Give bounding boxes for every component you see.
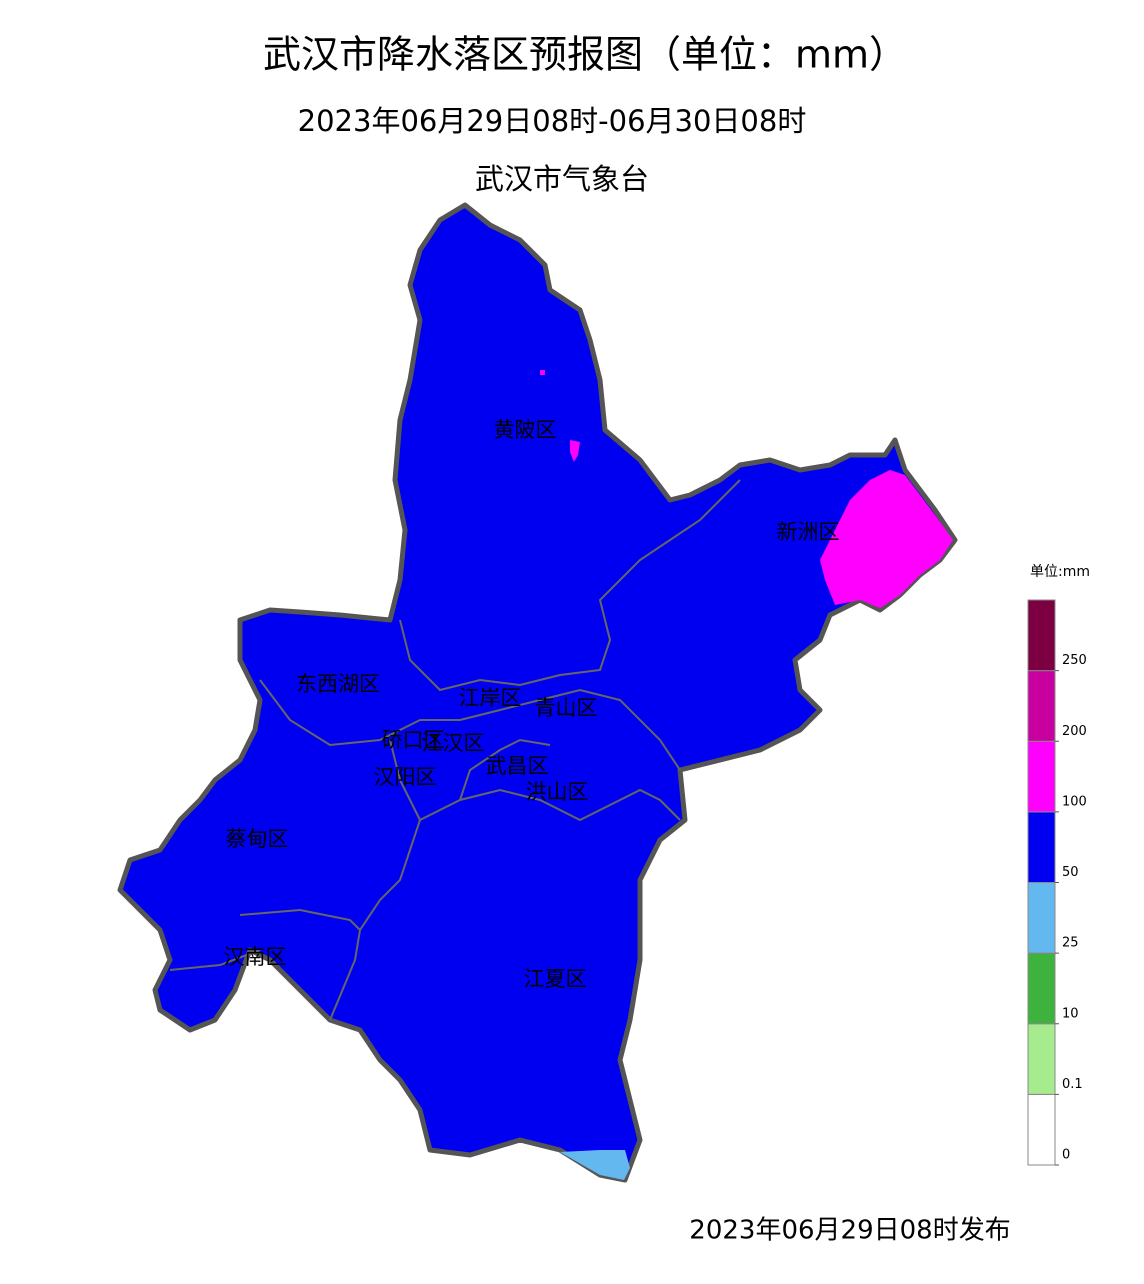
legend-swatch bbox=[1027, 1023, 1056, 1095]
rain-area-heavy bbox=[570, 440, 580, 462]
legend-swatch bbox=[1027, 1093, 1056, 1166]
legend-tick-label: 100 bbox=[1062, 794, 1087, 809]
district-label: 武昌区 bbox=[486, 754, 549, 778]
district-label: 黄陂区 bbox=[494, 418, 557, 442]
legend-tick-label: 0.1 bbox=[1062, 1077, 1083, 1092]
district-label: 洪山区 bbox=[526, 780, 589, 804]
district-label: 汉阳区 bbox=[374, 765, 437, 789]
legend-tick-label: 50 bbox=[1062, 865, 1079, 880]
legend-title: 单位:mm bbox=[1030, 564, 1090, 580]
period: 2023年06月29日08时-06月30日08时 bbox=[298, 104, 807, 138]
legend-swatch bbox=[1027, 740, 1056, 813]
legend-swatch bbox=[1027, 811, 1056, 883]
legend-swatch bbox=[1027, 882, 1056, 954]
legend-tick-label: 10 bbox=[1062, 1006, 1079, 1021]
district-label: 新洲区 bbox=[777, 520, 840, 544]
rain-area-heavy bbox=[540, 370, 545, 375]
district-label: 东西湖区 bbox=[296, 672, 380, 696]
district-label: 汉南区 bbox=[224, 945, 287, 969]
rain-area-heavy bbox=[820, 470, 953, 608]
legend-tick-label: 250 bbox=[1062, 653, 1087, 668]
district-label: 青山区 bbox=[535, 696, 598, 720]
district-label: 江夏区 bbox=[524, 967, 587, 991]
issuer: 武汉市气象台 bbox=[475, 162, 649, 196]
city-area bbox=[117, 202, 958, 1183]
legend-tick-label: 0 bbox=[1062, 1148, 1070, 1163]
district-label: 硚口区 bbox=[382, 728, 445, 752]
legend-swatch bbox=[1027, 952, 1056, 1025]
rain-area-moderate bbox=[560, 1150, 630, 1180]
district-label: 蔡甸区 bbox=[226, 827, 289, 851]
district-boundaries bbox=[169, 479, 741, 1021]
legend-tick-label: 25 bbox=[1062, 936, 1079, 951]
district-label: 江汉区 bbox=[422, 731, 485, 755]
footer: 2023年06月29日08时发布 bbox=[689, 1216, 1010, 1246]
legend-swatch bbox=[1027, 670, 1056, 742]
map-title: 武汉市降水落区预报图（单位：mm） bbox=[263, 33, 907, 77]
district-label: 江岸区 bbox=[459, 686, 522, 710]
legend-tick-label: 200 bbox=[1062, 724, 1087, 739]
legend-swatch bbox=[1027, 599, 1056, 672]
